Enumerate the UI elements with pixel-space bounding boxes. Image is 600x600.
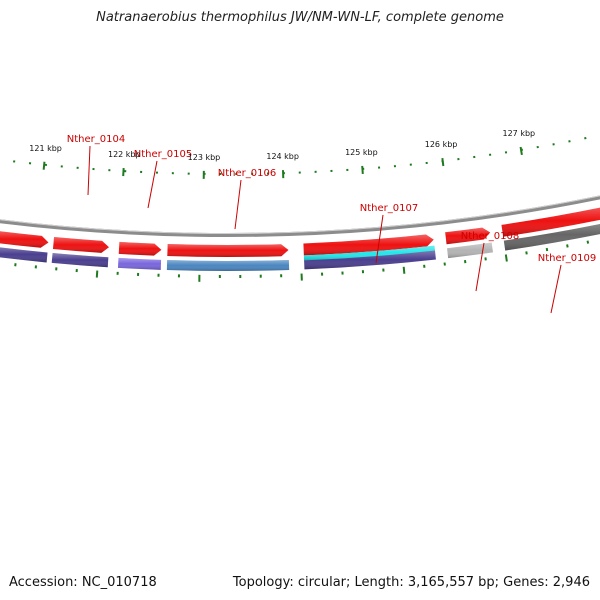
gene-bar-shading <box>51 252 109 268</box>
scale-labels: 121 kbp 122 kbp 123 kbp 124 kbp 125 kbp 126 k… <box>29 129 535 162</box>
extra-feature-shading <box>303 245 435 261</box>
cds-arrow-shading <box>0 231 49 248</box>
label-leader <box>147 160 158 209</box>
gene-labels: Nther_0104 Nther_0105 Nther_0106 Nther_0107… <box>67 134 596 314</box>
scale-label: 122 kbp <box>108 150 141 159</box>
scale-major-tick <box>42 161 46 170</box>
scale-tick-track <box>13 136 587 179</box>
scale-major-tick <box>361 165 364 174</box>
scale-major-tick <box>519 146 523 156</box>
outer-tick <box>586 240 590 244</box>
scale-label: 123 kbp <box>188 153 221 162</box>
scale-major-tick <box>441 157 445 167</box>
label-leader <box>375 214 384 264</box>
genome-title: Natranaerobius thermophilus JW/NM-WN-LF,… <box>96 10 504 25</box>
outer-tick <box>402 266 406 274</box>
cds-arrow-shading <box>445 227 491 245</box>
genome-summary: Topology: circular; Length: 3,165,557 bp… <box>232 575 590 590</box>
gene-label: Nther_0107 <box>360 203 418 214</box>
genome-backbone <box>0 195 600 238</box>
cds-arrow-shading <box>167 244 289 257</box>
outer-tick <box>545 247 549 252</box>
gene-label: Nther_0104 <box>67 134 125 145</box>
backbone-highlight <box>0 195 600 235</box>
scale-label: 124 kbp <box>266 152 299 161</box>
accession-label: Accession: NC_010718 <box>9 575 157 590</box>
gene-bar-shading <box>503 223 600 251</box>
outer-tick <box>566 244 569 248</box>
gene-label: Nther_0109 <box>538 253 596 264</box>
gene-bar-shading <box>117 257 162 270</box>
label-leader <box>550 264 562 314</box>
gene-label: Nther_0105 <box>134 149 192 160</box>
gene-bar-shading <box>166 259 290 271</box>
gene-bar-shading <box>304 249 436 270</box>
gene-bar-shading <box>447 242 494 259</box>
feature-track <box>0 207 600 271</box>
gene-label: Nther_0108 <box>461 231 519 242</box>
scale-label: 127 kbp <box>503 129 536 138</box>
scale-label: 125 kbp <box>345 148 378 157</box>
scale-label: 121 kbp <box>29 144 62 153</box>
outer-tick-track <box>14 240 590 282</box>
cds-arrow-shading <box>501 207 600 237</box>
cds-arrow-shading <box>118 241 162 256</box>
backbone-line <box>0 195 600 238</box>
label-leader <box>475 242 485 292</box>
gene-bar-shading <box>0 247 48 263</box>
label-leader <box>234 179 242 230</box>
label-leader <box>87 145 91 196</box>
outer-tick <box>504 254 508 262</box>
scale-label: 126 kbp <box>425 140 458 149</box>
gene-label: Nther_0106 <box>218 168 276 179</box>
cds-arrow-shading <box>52 237 109 253</box>
cds-arrow-shading <box>303 234 434 256</box>
